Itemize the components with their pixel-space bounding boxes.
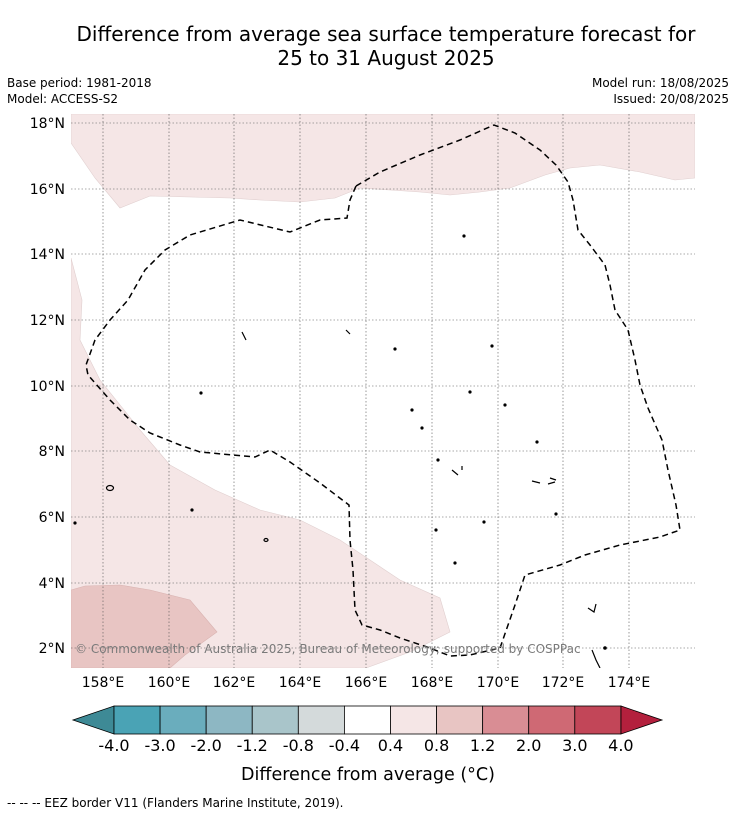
colorbar	[71, 705, 664, 735]
info-left: Base period: 1981-2018 Model: ACCESS-S2	[7, 75, 152, 107]
colorbar-segment	[482, 705, 530, 735]
colorbar-tick: 1.2	[470, 736, 495, 755]
colorbar-segment	[297, 705, 345, 735]
island-atoll-central	[451, 466, 463, 476]
island-dot	[453, 561, 457, 565]
colorbar-tick: -0.8	[283, 736, 314, 755]
island-dot	[434, 528, 438, 532]
gridlines	[71, 114, 695, 668]
colorbar-segment	[528, 705, 576, 735]
colorbar-extend-low	[71, 705, 115, 735]
lon-label: 160°E	[148, 675, 191, 691]
island-dot	[462, 234, 466, 238]
island-atoll-east	[531, 477, 557, 485]
island-kosrae	[263, 537, 269, 543]
lat-label: 16°N	[30, 182, 65, 198]
colorbar-tick: -1.2	[237, 736, 268, 755]
colorbar-tick: 4.0	[608, 736, 633, 755]
island-dot	[490, 344, 494, 348]
colorbar-tick: -4.0	[98, 736, 129, 755]
lon-label: 168°E	[411, 675, 454, 691]
colorbar-tick: -0.4	[329, 736, 360, 755]
lat-label: 14°N	[30, 247, 65, 263]
lat-label: 8°N	[39, 444, 65, 460]
title-line-1: Difference from average sea surface temp…	[76, 22, 696, 46]
island-dot	[420, 426, 424, 430]
colorbar-segment	[205, 705, 253, 735]
colorbar-segment	[390, 705, 437, 735]
lat-label: 6°N	[39, 510, 65, 526]
colorbar-segment	[251, 705, 299, 735]
island-dot	[410, 408, 414, 412]
anomaly-region-north	[71, 114, 695, 209]
info-right: Model run: 18/08/2025 Issued: 20/08/2025	[592, 75, 729, 107]
lon-label: 164°E	[279, 675, 322, 691]
colorbar-tick-labels: -4.0 -3.0 -2.0 -1.2 -0.8 -0.4 0.4 0.8 1.…	[98, 736, 633, 755]
island-dot	[436, 458, 440, 462]
copyright-note: © Commonwealth of Australia 2025, Bureau…	[75, 642, 581, 656]
colorbar-tick: 0.4	[378, 736, 403, 755]
anomaly-region-southwest-strong	[71, 584, 218, 668]
lat-label: 4°N	[39, 576, 65, 592]
model-name: Model: ACCESS-S2	[7, 92, 119, 106]
island-dot	[603, 646, 607, 650]
colorbar-segment	[159, 705, 207, 735]
lon-label: 172°E	[542, 675, 585, 691]
island-dot	[503, 403, 507, 407]
anomaly-region-southwest	[71, 257, 451, 668]
issued-date: Issued: 20/08/2025	[613, 92, 729, 106]
colorbar-tick: -3.0	[144, 736, 175, 755]
lat-label: 2°N	[39, 641, 65, 657]
colorbar-tick: 3.0	[562, 736, 587, 755]
longitude-labels: 158°E 160°E 162°E 164°E 166°E 168°E 170°…	[82, 675, 651, 691]
island-pohnpei	[105, 484, 115, 492]
lon-label: 162°E	[213, 675, 256, 691]
lon-label: 170°E	[477, 675, 520, 691]
base-period: Base period: 1981-2018	[7, 76, 152, 90]
island-atoll-north	[241, 329, 351, 341]
model-run: Model run: 18/08/2025	[591, 76, 729, 90]
colorbar-tick: -2.0	[191, 736, 222, 755]
lat-label: 10°N	[30, 379, 65, 395]
island-dot	[554, 512, 558, 516]
colorbar-extend-high	[620, 705, 664, 735]
colorbar-segment	[574, 705, 622, 735]
colorbar-segment	[113, 705, 161, 735]
eez-border	[85, 124, 681, 657]
lon-label: 166°E	[345, 675, 388, 691]
map-title: Difference from average sea surface temp…	[30, 22, 736, 70]
lon-label: 174°E	[608, 675, 651, 691]
colorbar-segment	[436, 705, 484, 735]
colorbar-tick: 2.0	[516, 736, 541, 755]
island-dot	[468, 390, 472, 394]
colorbar-tick: 0.8	[424, 736, 449, 755]
islands	[73, 234, 607, 668]
island-dot	[199, 391, 203, 395]
eez-legend-note: -- -- -- EEZ border V11 (Flanders Marine…	[7, 796, 344, 810]
island-dot	[482, 520, 486, 524]
latitude-labels: 18°N 16°N 14°N 12°N 10°N 8°N 6°N 4°N 2°N	[30, 116, 65, 657]
lat-label: 12°N	[30, 313, 65, 329]
island-dot	[393, 347, 397, 351]
lat-label: 18°N	[30, 116, 65, 132]
island-atoll-southeast	[587, 603, 601, 668]
colorbar-segment	[343, 705, 391, 735]
map-panel: © Commonwealth of Australia 2025, Bureau…	[71, 114, 695, 668]
island-dot	[535, 440, 539, 444]
title-line-2: 25 to 31 August 2025	[277, 46, 495, 70]
lon-label: 158°E	[82, 675, 125, 691]
colorbar-label: Difference from average (°C)	[241, 765, 495, 785]
island-dot	[73, 521, 77, 525]
island-dot	[190, 508, 194, 512]
